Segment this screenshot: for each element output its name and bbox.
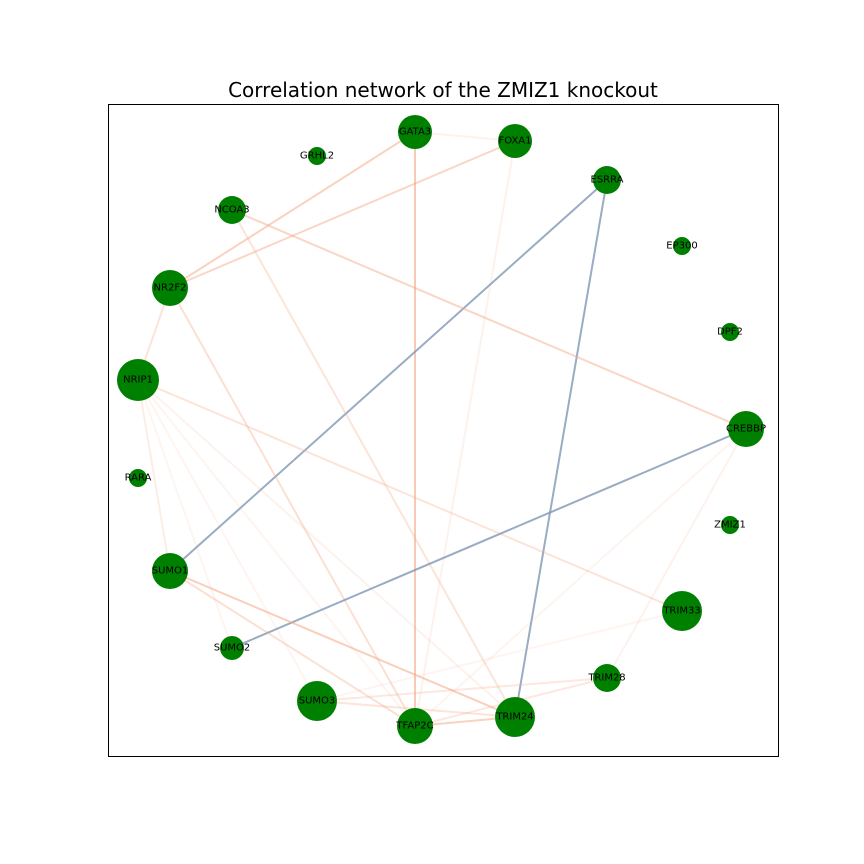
node-dpf2: DPF2 <box>717 323 743 341</box>
node-trim24: TRIM24 <box>495 697 535 737</box>
edge-ncoa3-trim24 <box>231 209 516 718</box>
node-ep300: EP300 <box>666 237 698 255</box>
node-circle <box>218 196 246 224</box>
node-label: GATA3 <box>399 127 431 138</box>
node-trim28: TRIM28 <box>587 664 626 692</box>
node-label: TRIM33 <box>662 606 700 617</box>
node-sumo1: SUMO1 <box>152 553 189 589</box>
node-label: TRIM24 <box>495 712 533 723</box>
node-foxa1: FOXA1 <box>498 124 532 158</box>
edge-esrra-trim24 <box>514 179 608 718</box>
node-label: TFAP2C <box>395 721 433 732</box>
edge-nrip1-sumo1 <box>137 379 171 572</box>
node-circle <box>495 697 535 737</box>
node-gata3: GATA3 <box>398 115 432 149</box>
node-circle <box>721 516 739 534</box>
edge-nrip1-sumo2 <box>137 379 233 649</box>
edge-sumo1-tfap2c <box>169 570 416 727</box>
node-nr2f2: NR2F2 <box>152 270 188 306</box>
node-label: SUMO1 <box>152 566 189 577</box>
edge-foxa1-nr2f2 <box>169 140 516 289</box>
node-sumo2: SUMO2 <box>214 636 251 660</box>
node-label: DPF2 <box>717 327 743 338</box>
edge-trim33-sumo3 <box>316 610 683 702</box>
node-circle <box>297 681 337 721</box>
node-label: NRIP1 <box>123 375 153 386</box>
plot-frame <box>108 104 779 757</box>
edge-esrra-sumo1 <box>169 179 608 572</box>
edge-nrip1-trim24 <box>137 379 516 718</box>
node-circle <box>398 115 432 149</box>
node-circle <box>220 636 244 660</box>
node-label: NR2F2 <box>154 283 187 294</box>
edge-nrip1-sumo3 <box>137 379 318 702</box>
node-circle <box>117 359 159 401</box>
node-label: CREBBP <box>726 424 766 435</box>
node-label: FOXA1 <box>498 136 531 147</box>
node-label: ESRRA <box>591 175 624 186</box>
node-esrra: ESRRA <box>591 166 624 194</box>
node-circle <box>721 323 739 341</box>
node-circle <box>728 411 764 447</box>
node-label: SUMO2 <box>214 643 251 654</box>
node-label: NCOA3 <box>214 205 249 216</box>
edge-nrip1-trim33 <box>137 379 683 612</box>
node-circle <box>152 270 188 306</box>
node-circle <box>498 124 532 158</box>
node-circle <box>152 553 188 589</box>
node-label: SUMO3 <box>299 696 336 707</box>
node-trim33: TRIM33 <box>662 591 702 631</box>
node-ncoa3: NCOA3 <box>214 196 250 224</box>
edge-sumo1-trim24 <box>169 570 516 718</box>
edges-layer <box>137 131 747 727</box>
edge-gata3-nr2f2 <box>169 131 416 289</box>
node-label: GRHL2 <box>300 151 334 162</box>
node-circle <box>308 147 326 165</box>
edge-crebbp-sumo2 <box>231 428 747 649</box>
node-circle <box>397 708 433 744</box>
chart-title: Correlation network of the ZMIZ1 knockou… <box>228 78 658 102</box>
node-label: RARA <box>125 473 152 484</box>
node-zmiz1: ZMIZ1 <box>714 516 746 534</box>
node-crebbp: CREBBP <box>726 411 766 447</box>
node-sumo3: SUMO3 <box>297 681 337 721</box>
edge-nrip1-tfap2c <box>137 379 416 727</box>
edge-ncoa3-crebbp <box>231 209 747 430</box>
edge-foxa1-tfap2c <box>414 140 516 727</box>
edge-trim28-sumo3 <box>316 677 608 702</box>
nodes-layer: GATA3 FOXA1 GRHL2 ESRRA NCOA3 EP300 NR2F2 DPF2 N… <box>117 115 766 744</box>
edge-nr2f2-tfap2c <box>169 287 416 727</box>
node-label: EP300 <box>666 241 697 252</box>
node-rara: RARA <box>125 469 152 487</box>
node-nrip1: NRIP1 <box>117 359 159 401</box>
node-tfap2c: TFAP2C <box>395 708 434 744</box>
node-label: ZMIZ1 <box>714 520 746 531</box>
node-circle <box>593 664 621 692</box>
node-grhl2: GRHL2 <box>300 147 334 165</box>
node-circle <box>673 237 691 255</box>
node-circle <box>129 469 147 487</box>
edge-crebbp-trim28 <box>606 428 747 679</box>
node-circle <box>662 591 702 631</box>
node-label: TRIM28 <box>587 673 625 684</box>
edge-crebbp-tfap2c <box>414 428 747 727</box>
node-circle <box>593 166 621 194</box>
